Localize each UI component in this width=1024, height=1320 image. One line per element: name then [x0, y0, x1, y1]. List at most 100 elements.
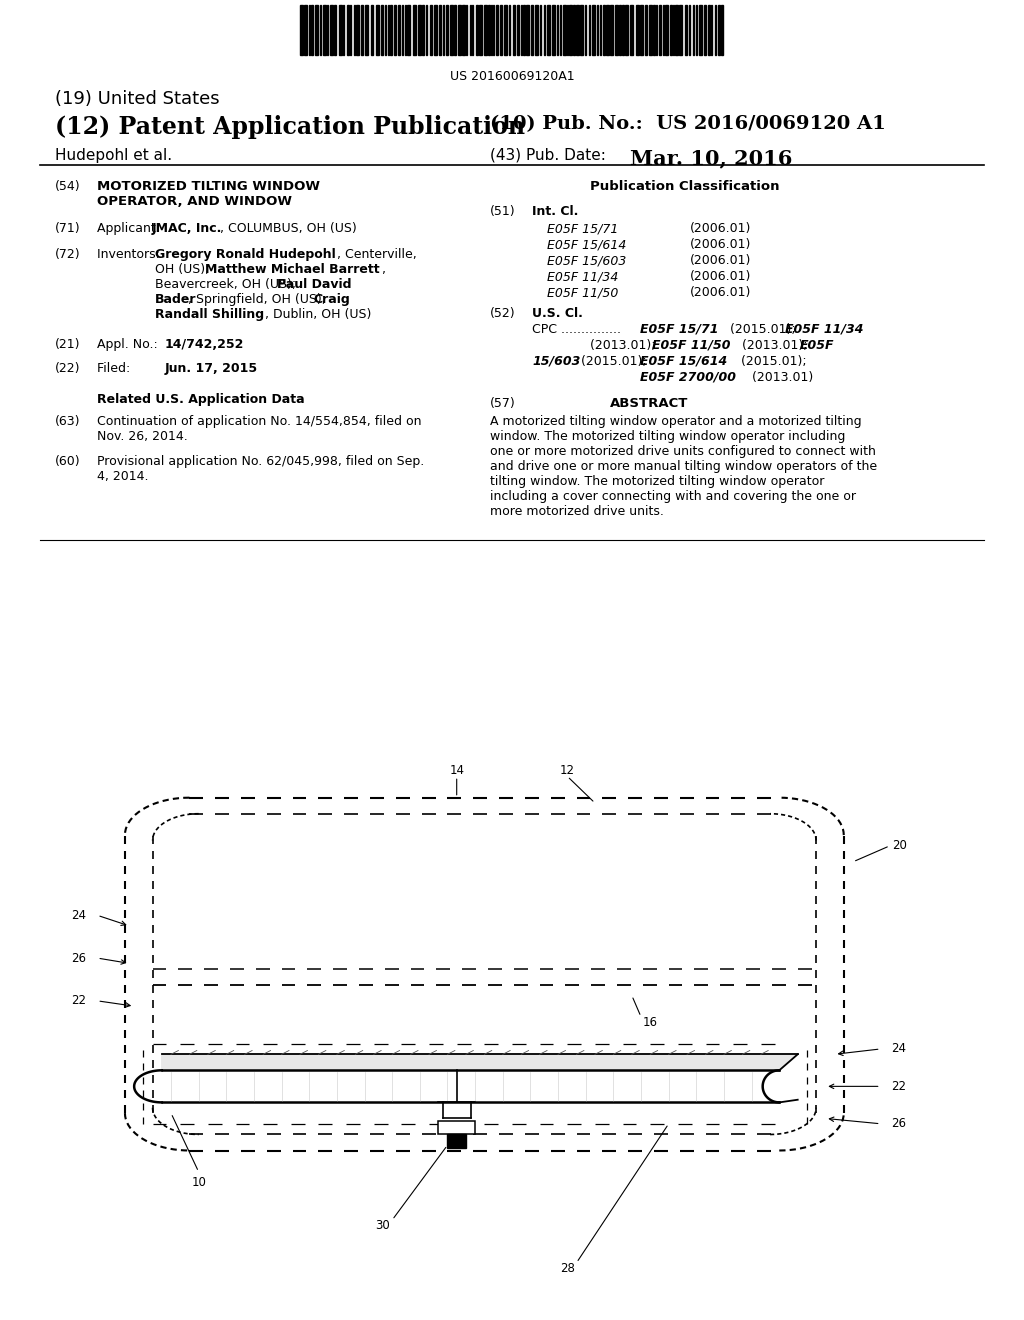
Bar	[540, 5, 541, 55]
Bar	[376, 5, 379, 55]
Bar	[688, 5, 690, 55]
Text: 26: 26	[72, 952, 86, 965]
Bar	[478, 5, 481, 55]
Polygon shape	[162, 1055, 798, 1071]
Text: Publication Classification: Publication Classification	[590, 180, 779, 193]
Bar	[304, 5, 306, 55]
Bar	[504, 5, 507, 55]
Text: 28: 28	[560, 1262, 574, 1275]
Text: 10: 10	[191, 1176, 206, 1189]
Text: , Springfield, OH (US);: , Springfield, OH (US);	[188, 293, 330, 306]
Text: 15/603: 15/603	[532, 355, 581, 368]
Text: 22: 22	[72, 994, 86, 1007]
Text: , COLUMBUS, OH (US): , COLUMBUS, OH (US)	[220, 222, 356, 235]
Bar	[675, 5, 678, 55]
Text: Gregory Ronald Hudepohl: Gregory Ronald Hudepohl	[155, 248, 336, 261]
Text: E05F 11/34: E05F 11/34	[547, 271, 618, 282]
Bar	[334, 5, 336, 55]
Bar	[315, 5, 317, 55]
Text: Appl. No.:: Appl. No.:	[97, 338, 162, 351]
Text: and drive one or more manual tilting window operators of the: and drive one or more manual tilting win…	[490, 459, 878, 473]
Text: window. The motorized tilting window operator including: window. The motorized tilting window ope…	[490, 430, 846, 444]
Bar	[715, 5, 716, 55]
Text: 12: 12	[560, 764, 574, 777]
Text: US 20160069120A1: US 20160069120A1	[450, 70, 574, 83]
Bar	[438, 5, 440, 55]
Bar	[640, 5, 642, 55]
Bar	[655, 5, 657, 55]
Bar	[585, 5, 586, 55]
Bar	[401, 5, 403, 55]
Bar	[462, 5, 465, 55]
Bar	[695, 5, 697, 55]
Bar	[614, 5, 617, 55]
Text: (10) Pub. No.:  US 2016/0069120 A1: (10) Pub. No.: US 2016/0069120 A1	[490, 115, 886, 133]
Bar	[353, 5, 355, 55]
Text: (2015.01);: (2015.01);	[737, 355, 807, 368]
Bar	[342, 5, 344, 55]
Text: 14/742,252: 14/742,252	[165, 338, 245, 351]
Text: (2006.01): (2006.01)	[690, 286, 752, 300]
Bar	[569, 5, 571, 55]
Text: Continuation of application No. 14/554,854, filed on: Continuation of application No. 14/554,8…	[97, 414, 422, 428]
Text: CPC ...............: CPC ...............	[532, 323, 625, 337]
Text: E05F 15/71: E05F 15/71	[547, 222, 618, 235]
Bar	[580, 5, 583, 55]
Text: (43) Pub. Date:: (43) Pub. Date:	[490, 148, 606, 162]
Bar	[162, 1071, 779, 1102]
Text: Randall Shilling: Randall Shilling	[155, 308, 264, 321]
Bar	[496, 5, 498, 55]
Text: E05F 11/34: E05F 11/34	[785, 323, 863, 337]
Bar	[610, 5, 612, 55]
Text: (21): (21)	[55, 338, 81, 351]
Bar	[418, 5, 421, 55]
Bar	[606, 5, 609, 55]
Text: MOTORIZED TILTING WINDOW: MOTORIZED TILTING WINDOW	[97, 180, 319, 193]
Text: Provisional application No. 62/045,998, filed on Sep.: Provisional application No. 62/045,998, …	[97, 455, 424, 469]
Bar	[356, 5, 358, 55]
Bar	[556, 5, 558, 55]
Bar	[535, 5, 538, 55]
Bar	[484, 5, 487, 55]
Text: 4, 2014.: 4, 2014.	[97, 470, 148, 483]
Bar	[684, 5, 687, 55]
Bar	[679, 5, 682, 55]
Bar	[531, 5, 532, 55]
Text: including a cover connecting with and covering the one or: including a cover connecting with and co…	[490, 490, 856, 503]
Text: (71): (71)	[55, 222, 81, 235]
Bar	[698, 5, 701, 55]
Bar	[413, 5, 416, 55]
Text: ABSTRACT: ABSTRACT	[610, 397, 688, 411]
Text: E05F 15/603: E05F 15/603	[547, 253, 627, 267]
Bar	[450, 5, 453, 55]
Bar	[438, 1121, 475, 1134]
Text: (57): (57)	[490, 397, 516, 411]
Text: OH (US);: OH (US);	[155, 263, 213, 276]
Text: (12) Patent Application Publication: (12) Patent Application Publication	[55, 115, 525, 139]
Bar	[721, 5, 723, 55]
Bar	[711, 5, 712, 55]
Text: A motorized tilting window operator and a motorized tilting: A motorized tilting window operator and …	[490, 414, 861, 428]
Bar	[636, 5, 639, 55]
Bar	[718, 5, 720, 55]
Text: more motorized drive units.: more motorized drive units.	[490, 506, 664, 517]
Text: 18: 18	[403, 1064, 418, 1077]
Text: Mar. 10, 2016: Mar. 10, 2016	[630, 148, 793, 168]
Bar	[339, 5, 341, 55]
Text: one or more motorized drive units configured to connect with: one or more motorized drive units config…	[490, 445, 876, 458]
Text: (2013.01);: (2013.01);	[590, 339, 659, 352]
Text: 20: 20	[892, 840, 906, 853]
Text: Applicant:: Applicant:	[97, 222, 164, 235]
Text: 26: 26	[892, 1117, 906, 1130]
Text: E05F 15/71: E05F 15/71	[640, 323, 719, 337]
Text: (63): (63)	[55, 414, 81, 428]
Text: 30: 30	[376, 1218, 390, 1232]
Text: Filed:: Filed:	[97, 362, 159, 375]
Text: JMAC, Inc.: JMAC, Inc.	[152, 222, 222, 235]
Bar	[398, 5, 400, 55]
Bar	[692, 5, 694, 55]
Text: (52): (52)	[490, 308, 516, 319]
Bar	[592, 5, 595, 55]
Text: 22: 22	[892, 1080, 906, 1093]
Bar	[517, 5, 518, 55]
